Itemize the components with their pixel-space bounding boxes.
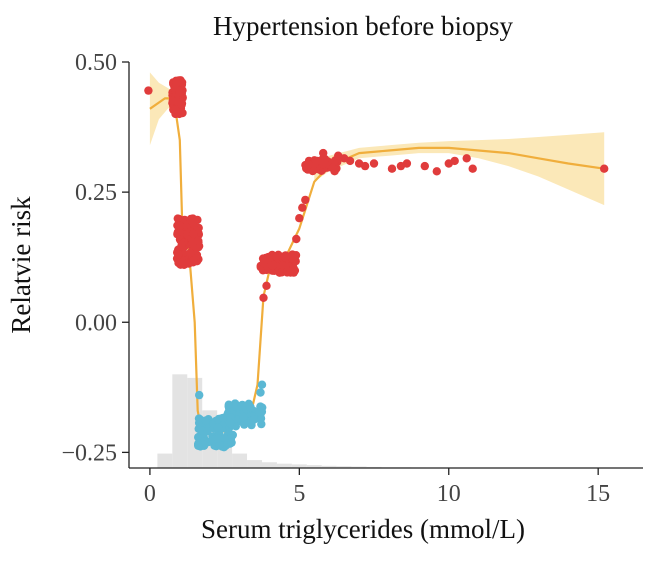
x-axis-ticks: 0 5 10 15 [144, 468, 610, 507]
series-positive [144, 76, 609, 302]
data-point [462, 154, 471, 163]
data-point [194, 441, 203, 450]
data-point [174, 250, 183, 259]
data-point [304, 160, 313, 169]
data-point [600, 164, 609, 173]
data-point [244, 399, 253, 408]
data-point [186, 248, 195, 257]
data-point [249, 415, 259, 424]
chart-title: Hypertension before biopsy [213, 11, 513, 41]
histogram-bar [291, 464, 307, 468]
data-point [450, 156, 459, 166]
y-axis-ticks: −0.25 0.00 0.25 0.50 [61, 50, 129, 466]
data-point [239, 412, 248, 422]
x-tick-label: 5 [293, 481, 305, 507]
data-point [195, 390, 204, 400]
data-point [292, 234, 301, 244]
y-tick-label: 0.00 [75, 310, 117, 336]
series-negative [194, 380, 267, 452]
data-point [432, 167, 441, 176]
data-point [220, 434, 229, 443]
data-point [262, 281, 271, 290]
data-point [225, 418, 235, 428]
histogram-bar [276, 463, 292, 468]
data-point [260, 256, 269, 266]
data-point [468, 164, 477, 173]
histogram-bar [321, 465, 337, 468]
data-point [175, 221, 185, 231]
data-point [313, 156, 322, 166]
x-tick-label: 15 [586, 481, 610, 507]
data-point [201, 416, 211, 425]
y-tick-label: 0.50 [75, 50, 117, 76]
data-point [259, 293, 268, 302]
data-point [329, 157, 339, 166]
data-point [255, 408, 265, 417]
data-point [420, 161, 429, 171]
data-point [188, 217, 197, 226]
data-point [144, 86, 153, 95]
data-point [402, 159, 412, 168]
data-point [224, 400, 233, 409]
data-point [319, 148, 328, 158]
plot-area [144, 72, 609, 468]
x-tick-label: 0 [144, 481, 156, 507]
scatter-points [144, 76, 609, 452]
x-tick-label: 10 [437, 481, 461, 507]
data-point [345, 156, 355, 166]
data-point [298, 203, 307, 212]
data-point [178, 108, 187, 118]
data-point [257, 380, 267, 389]
data-point [289, 264, 298, 273]
data-point [172, 97, 181, 106]
data-point [213, 423, 223, 432]
histogram-bar [232, 453, 248, 468]
histogram-bar [336, 466, 352, 468]
y-axis-label: Relatvie risk [6, 196, 36, 334]
data-point [177, 242, 186, 251]
data-point [295, 214, 304, 223]
data-point [182, 259, 191, 268]
data-point [360, 161, 370, 171]
histogram-bar [306, 465, 322, 468]
data-point [237, 402, 246, 411]
data-point [387, 164, 397, 173]
data-point [189, 229, 198, 238]
data-point [203, 427, 212, 436]
histogram-bar [157, 453, 173, 468]
data-point [289, 254, 299, 264]
data-point [369, 159, 379, 168]
data-point [281, 253, 290, 262]
data-point [256, 388, 265, 397]
data-point [330, 165, 339, 174]
y-tick-label: −0.25 [61, 440, 117, 466]
confidence-band [149, 72, 605, 206]
data-point [227, 438, 236, 447]
data-point [175, 88, 184, 98]
data-point [269, 260, 278, 270]
data-point [194, 236, 203, 246]
data-point [214, 434, 223, 443]
histogram-bar [247, 460, 262, 468]
histogram-bar [172, 374, 188, 468]
y-tick-label: 0.25 [75, 180, 117, 206]
data-point [172, 78, 181, 87]
histogram-bar [261, 462, 277, 468]
data-point [301, 195, 310, 205]
data-point [189, 256, 198, 265]
x-axis-label: Serum triglycerides (mmol/L) [201, 514, 525, 544]
ci-band-right [314, 132, 605, 206]
histogram-bar [351, 466, 367, 468]
